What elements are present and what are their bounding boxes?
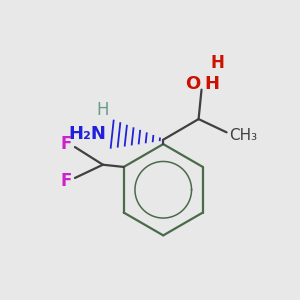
Text: H: H (211, 54, 225, 72)
Text: F: F (60, 172, 72, 190)
Text: H: H (204, 75, 219, 93)
Text: O: O (185, 75, 200, 93)
Text: F: F (60, 135, 72, 153)
Text: H₂N: H₂N (68, 125, 106, 143)
Text: H: H (97, 101, 109, 119)
Text: CH₃: CH₃ (230, 128, 258, 143)
